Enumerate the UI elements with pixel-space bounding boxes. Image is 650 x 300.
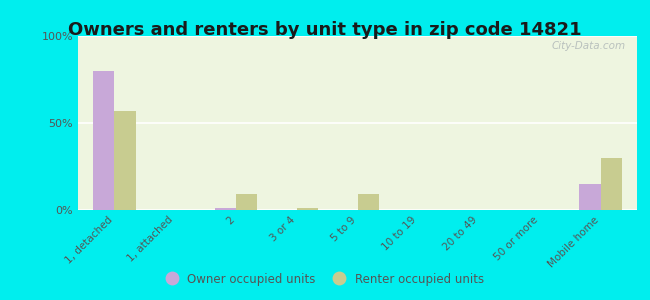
Bar [236, 194, 257, 210]
Bar [601, 158, 622, 210]
Text: Owners and renters by unit type in zip code 14821: Owners and renters by unit type in zip c… [68, 21, 582, 39]
Bar [114, 111, 136, 210]
Bar [358, 194, 379, 210]
Text: City-Data.com: City-Data.com [552, 41, 626, 51]
Bar [93, 71, 114, 210]
Bar [579, 184, 601, 210]
Legend: Owner occupied units, Renter occupied units: Owner occupied units, Renter occupied un… [161, 268, 489, 291]
Bar [214, 208, 236, 210]
Bar [297, 208, 318, 210]
